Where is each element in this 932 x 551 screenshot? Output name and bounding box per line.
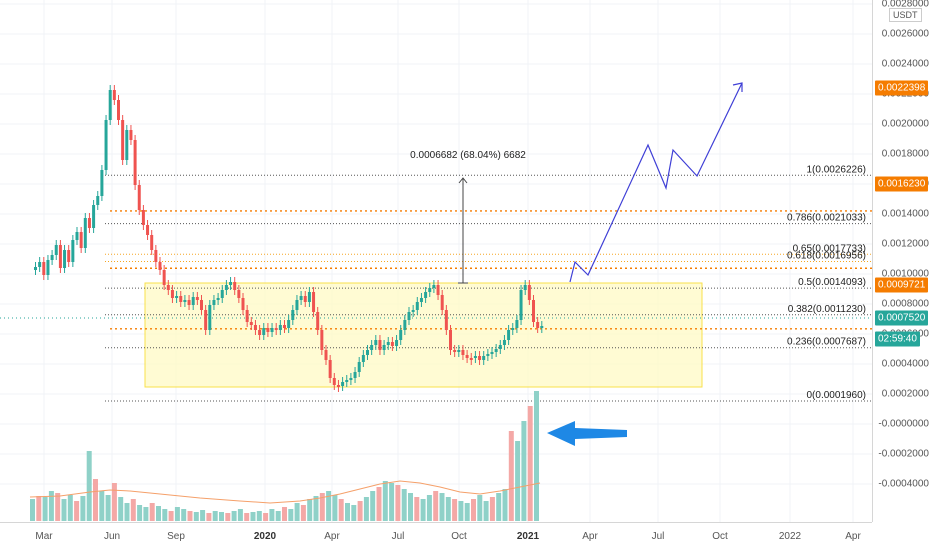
fib-level-label: 1(0.0026226) [807, 164, 867, 175]
volume-bars [30, 391, 539, 521]
price-tick: 0.0014000 [881, 208, 929, 220]
fib-level-label: 0(0.0001960) [807, 390, 867, 401]
price-label: 0.0009721 [875, 277, 929, 293]
time-tick: 2021 [516, 531, 540, 542]
horizontal-lines[interactable] [0, 210, 872, 330]
fib-level-label: 0.786(0.0021033) [787, 213, 866, 224]
consolidation-box[interactable] [144, 282, 703, 388]
fib-level-label: 0.618(0.0016956) [787, 251, 866, 262]
time-tick: Oct [451, 531, 467, 542]
currency-label: USDT [889, 8, 922, 22]
price-label: 0.0007520 [875, 310, 929, 326]
price-tick: 0.0020000 [881, 118, 929, 130]
time-tick: 2022 [778, 531, 802, 542]
price-tick: -0.0002000 [878, 448, 929, 460]
price-axis[interactable]: USDT 0.00280000.00260000.00240000.002200… [872, 0, 932, 522]
fibonacci-retracement[interactable]: 1(0.0026226) 0.786(0.0021033) 0.65(0.00177… [105, 164, 872, 402]
price-tick: 0.0010000 [881, 268, 929, 280]
price-tick: -0.0000000 [878, 418, 929, 430]
time-tick: Jul [391, 531, 405, 542]
time-tick: Jun [103, 531, 121, 542]
price-tick: 0.0026000 [881, 28, 929, 40]
measure-tool[interactable]: 0.0006682 (68.04%) 6682 [410, 150, 526, 284]
volume-arrow[interactable] [547, 421, 627, 446]
candlesticks [34, 85, 544, 392]
price-tick: 0.0028000 [881, 0, 929, 10]
fib-level-label: 0.236(0.0007687) [787, 337, 866, 348]
time-tick: Oct [712, 531, 728, 542]
price-label: 0.0016230 [875, 176, 929, 192]
fib-level-label: 0.382(0.0011230) [788, 304, 866, 315]
time-tick: Mar [35, 531, 53, 542]
projection-arrowhead [732, 82, 743, 92]
fib-level-label: 0.65(0.0017733) [793, 243, 866, 254]
price-tick: -0.0004000 [878, 478, 929, 490]
price-label: 0.0022398 [875, 80, 929, 96]
price-chart[interactable]: 1(0.0026226) 0.786(0.0021033) 0.65(0.00177… [0, 0, 872, 522]
fib-level-label: 0.5(0.0014093) [798, 277, 866, 288]
price-tick: 0.0018000 [881, 148, 929, 160]
projection-path[interactable] [569, 82, 743, 283]
measure-label: 0.0006682 (68.04%) 6682 [410, 150, 526, 161]
price-tick: 0.0002000 [881, 388, 929, 400]
time-tick: Sep [167, 531, 185, 542]
time-tick: Apr [582, 531, 598, 542]
time-axis[interactable]: Mar Jun Sep 2020 Apr Jul Oct 2021 Apr Jul Oct 2022 A… [0, 522, 872, 551]
grid [0, 0, 872, 522]
price-tick: 0.0012000 [881, 238, 929, 250]
time-tick: Jul [651, 531, 665, 542]
volume-moving-average [29, 480, 541, 504]
price-tick: 0.0004000 [881, 358, 929, 370]
price-label: 02:59:40 [875, 331, 920, 347]
price-tick: 0.0008000 [881, 298, 929, 310]
time-tick: 2020 [253, 531, 277, 542]
price-tick: 0.0024000 [881, 58, 929, 70]
time-tick: Apr [324, 531, 340, 542]
time-tick: Apr [845, 531, 861, 542]
